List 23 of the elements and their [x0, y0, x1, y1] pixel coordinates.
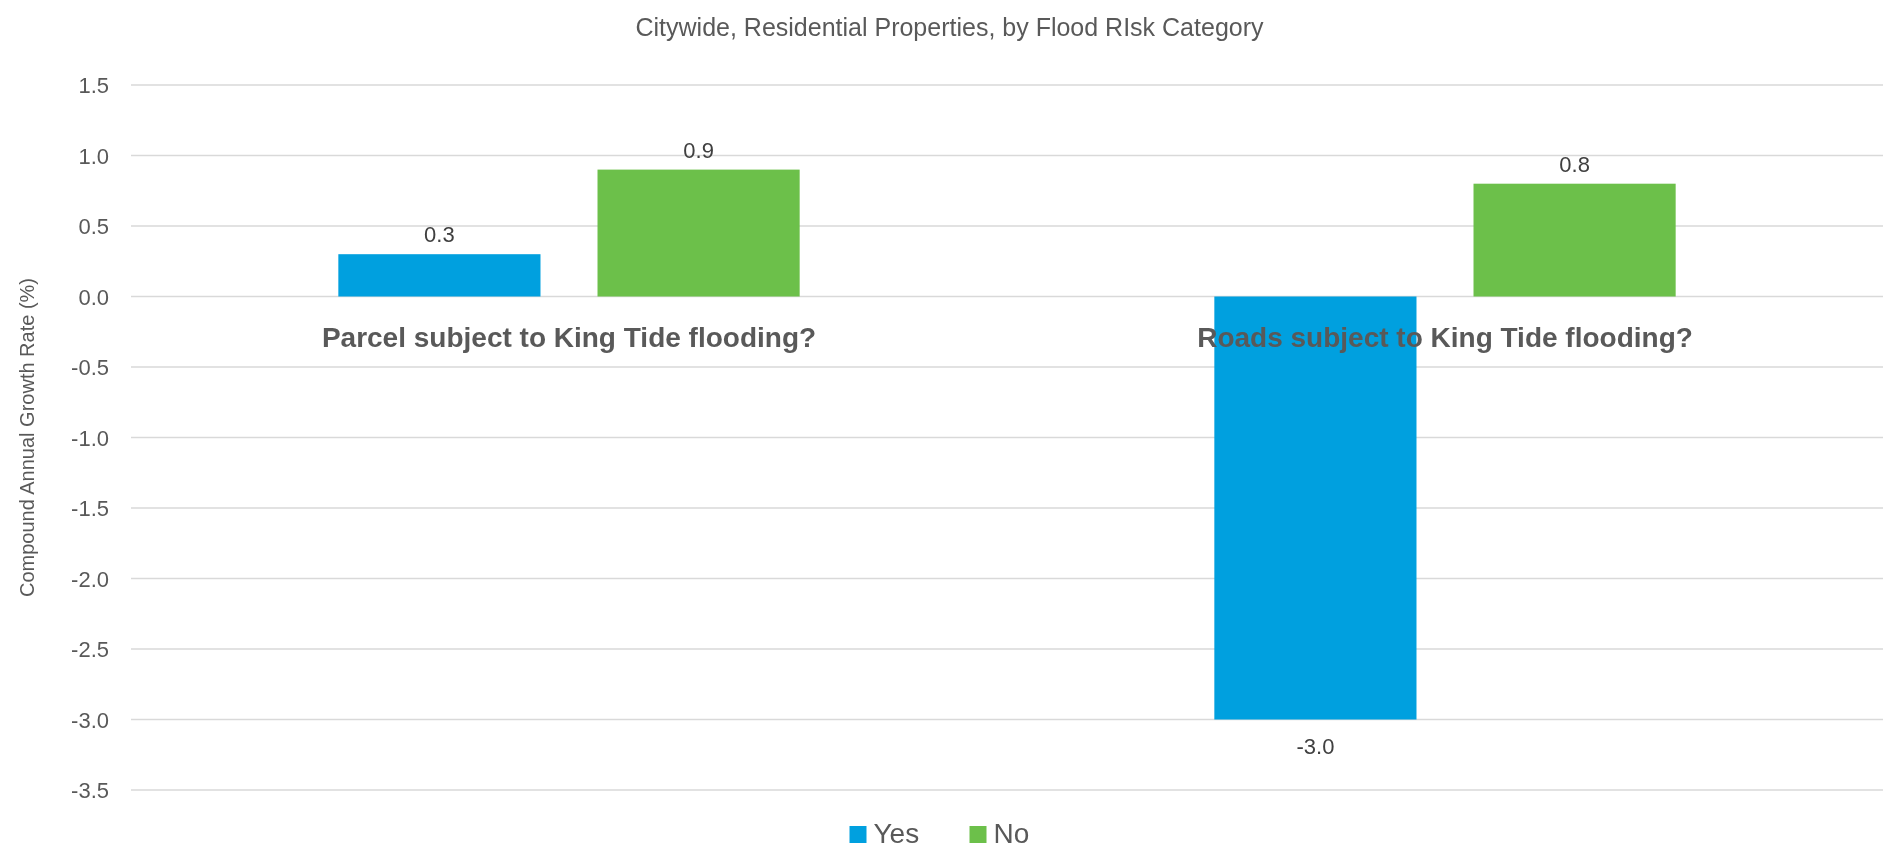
y-axis-title: Compound Annual Growth Rate (%) — [16, 277, 38, 598]
data-label: 0.3 — [424, 222, 455, 248]
y-tick-label: 0.5 — [78, 214, 109, 239]
legend-label: Yes — [873, 818, 920, 849]
x-tick-label: Parcel subject to King Tide flooding? — [321, 321, 817, 353]
bar — [338, 254, 541, 297]
y-tick-label: -0.5 — [71, 355, 109, 380]
y-tick-label: -2.0 — [71, 566, 109, 592]
y-tick-label: -2.5 — [71, 637, 109, 662]
y-tick-label: 1.0 — [78, 143, 109, 169]
bar — [1473, 183, 1676, 297]
data-label: 0.8 — [1559, 151, 1590, 177]
y-tick-label: -3.5 — [71, 778, 109, 803]
bar — [597, 169, 800, 297]
y-tick-label: 0.0 — [78, 284, 109, 310]
data-label: -3.0 — [1296, 733, 1335, 759]
y-tick-label: -1.5 — [71, 496, 109, 521]
y-tick-label: 1.5 — [78, 73, 109, 98]
chart-title: Citywide, Residential Properties, by Flood RIsk Category — [635, 13, 1265, 41]
data-label: 0.9 — [683, 137, 714, 163]
legend-label: No — [993, 818, 1030, 849]
y-tick-label: -3.0 — [71, 707, 109, 733]
y-tick-label: -1.0 — [71, 425, 109, 451]
